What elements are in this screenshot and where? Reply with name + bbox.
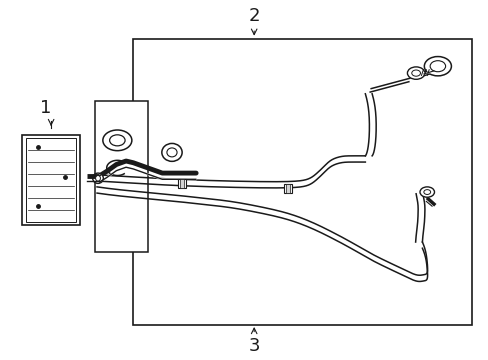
Ellipse shape xyxy=(166,148,177,157)
Circle shape xyxy=(407,67,424,79)
FancyBboxPatch shape xyxy=(180,179,183,188)
Ellipse shape xyxy=(162,143,182,161)
Circle shape xyxy=(429,61,445,72)
Circle shape xyxy=(411,70,420,76)
FancyBboxPatch shape xyxy=(178,179,185,188)
Ellipse shape xyxy=(93,173,103,184)
Bar xyxy=(133,39,471,325)
FancyBboxPatch shape xyxy=(284,184,291,193)
Circle shape xyxy=(419,187,434,197)
Bar xyxy=(26,138,76,222)
Text: 3: 3 xyxy=(248,337,260,355)
Bar xyxy=(95,101,147,252)
Circle shape xyxy=(424,57,450,76)
Circle shape xyxy=(102,130,132,151)
Ellipse shape xyxy=(95,176,100,181)
Text: 2: 2 xyxy=(248,7,260,25)
Bar xyxy=(22,135,80,225)
Text: 1: 1 xyxy=(40,99,51,117)
Circle shape xyxy=(109,135,125,146)
FancyBboxPatch shape xyxy=(285,184,289,193)
Circle shape xyxy=(423,190,430,194)
